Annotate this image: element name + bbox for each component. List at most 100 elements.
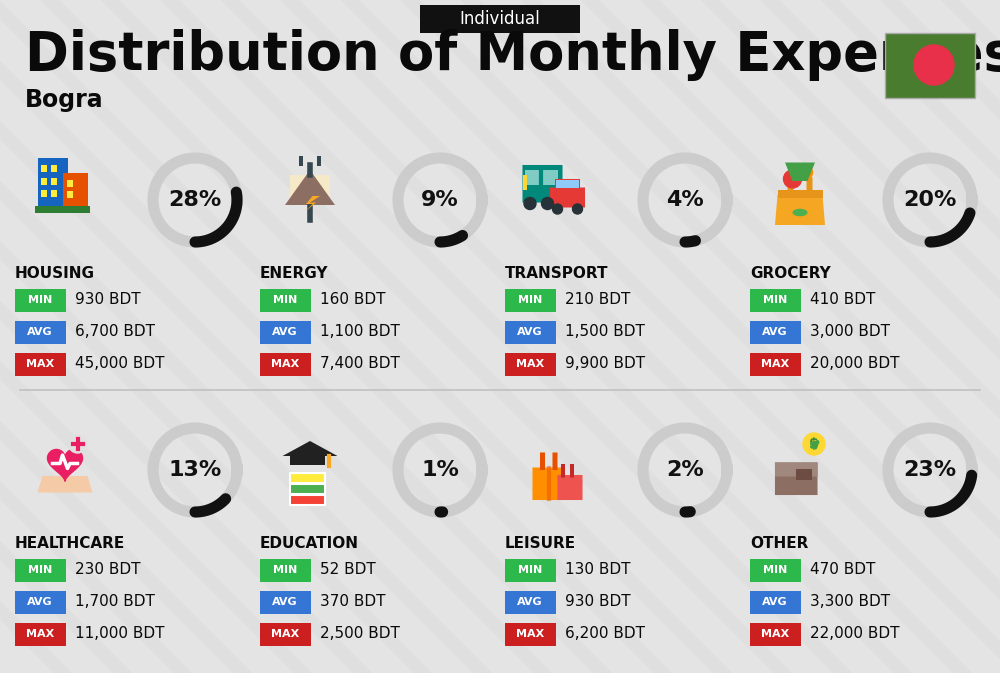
Polygon shape xyxy=(775,195,825,225)
Text: 45,000 BDT: 45,000 BDT xyxy=(75,357,164,371)
Circle shape xyxy=(542,197,554,209)
Circle shape xyxy=(572,204,582,214)
FancyBboxPatch shape xyxy=(806,178,813,195)
Text: AVG: AVG xyxy=(517,327,543,337)
Text: 130 BDT: 130 BDT xyxy=(565,563,631,577)
FancyBboxPatch shape xyxy=(885,32,975,98)
FancyBboxPatch shape xyxy=(14,353,66,376)
Polygon shape xyxy=(48,450,82,481)
Circle shape xyxy=(803,433,825,455)
Text: MIN: MIN xyxy=(518,565,542,575)
FancyBboxPatch shape xyxy=(290,495,325,505)
FancyBboxPatch shape xyxy=(750,320,800,343)
Text: 370 BDT: 370 BDT xyxy=(320,594,386,610)
Polygon shape xyxy=(38,476,92,493)
FancyBboxPatch shape xyxy=(522,165,563,203)
FancyBboxPatch shape xyxy=(51,178,57,184)
Text: AVG: AVG xyxy=(272,597,298,607)
FancyBboxPatch shape xyxy=(550,188,585,207)
Text: MAX: MAX xyxy=(26,629,54,639)
FancyBboxPatch shape xyxy=(552,452,558,470)
Text: 11,000 BDT: 11,000 BDT xyxy=(75,627,164,641)
Text: MIN: MIN xyxy=(28,295,52,305)
FancyBboxPatch shape xyxy=(525,170,558,185)
FancyBboxPatch shape xyxy=(750,559,800,581)
FancyBboxPatch shape xyxy=(260,289,310,312)
FancyBboxPatch shape xyxy=(775,462,818,476)
Polygon shape xyxy=(285,170,335,205)
FancyBboxPatch shape xyxy=(505,623,556,645)
Text: $: $ xyxy=(809,437,819,451)
Text: 13%: 13% xyxy=(168,460,222,480)
FancyBboxPatch shape xyxy=(14,320,66,343)
Text: EDUCATION: EDUCATION xyxy=(260,536,359,551)
FancyBboxPatch shape xyxy=(260,559,310,581)
FancyBboxPatch shape xyxy=(260,353,310,376)
Text: MIN: MIN xyxy=(273,295,297,305)
Text: 6,700 BDT: 6,700 BDT xyxy=(75,324,155,339)
FancyBboxPatch shape xyxy=(41,190,47,197)
FancyBboxPatch shape xyxy=(14,289,66,312)
FancyBboxPatch shape xyxy=(51,190,57,197)
Text: Individual: Individual xyxy=(460,10,540,28)
FancyBboxPatch shape xyxy=(505,559,556,581)
FancyBboxPatch shape xyxy=(522,175,526,190)
Polygon shape xyxy=(283,441,338,456)
FancyBboxPatch shape xyxy=(14,623,66,645)
FancyBboxPatch shape xyxy=(14,559,66,581)
Text: 9,900 BDT: 9,900 BDT xyxy=(565,357,645,371)
Text: 2%: 2% xyxy=(666,460,704,480)
Text: HOUSING: HOUSING xyxy=(15,266,95,281)
Text: 470 BDT: 470 BDT xyxy=(810,563,875,577)
FancyBboxPatch shape xyxy=(290,456,325,465)
FancyBboxPatch shape xyxy=(561,464,565,478)
Text: 6,200 BDT: 6,200 BDT xyxy=(565,627,645,641)
FancyBboxPatch shape xyxy=(14,590,66,614)
FancyBboxPatch shape xyxy=(299,156,303,166)
Text: AVG: AVG xyxy=(272,327,298,337)
Text: AVG: AVG xyxy=(27,327,53,337)
Text: GROCERY: GROCERY xyxy=(750,266,831,281)
FancyBboxPatch shape xyxy=(290,473,325,483)
FancyBboxPatch shape xyxy=(796,469,812,480)
Text: 930 BDT: 930 BDT xyxy=(565,594,631,610)
Text: 1,700 BDT: 1,700 BDT xyxy=(75,594,155,610)
FancyBboxPatch shape xyxy=(317,156,321,166)
Text: MIN: MIN xyxy=(518,295,542,305)
FancyBboxPatch shape xyxy=(557,475,583,500)
FancyBboxPatch shape xyxy=(556,180,579,188)
Circle shape xyxy=(798,165,812,180)
Text: MAX: MAX xyxy=(761,629,789,639)
Text: 1%: 1% xyxy=(421,460,459,480)
FancyBboxPatch shape xyxy=(555,179,580,190)
Circle shape xyxy=(68,435,87,453)
Text: TRANSPORT: TRANSPORT xyxy=(505,266,608,281)
FancyBboxPatch shape xyxy=(41,165,47,172)
FancyBboxPatch shape xyxy=(290,484,325,494)
Text: 160 BDT: 160 BDT xyxy=(320,293,386,308)
FancyBboxPatch shape xyxy=(66,180,72,187)
Text: MAX: MAX xyxy=(26,359,54,369)
Text: MIN: MIN xyxy=(273,565,297,575)
FancyBboxPatch shape xyxy=(775,462,818,495)
FancyBboxPatch shape xyxy=(260,590,310,614)
FancyBboxPatch shape xyxy=(532,468,565,500)
Text: MIN: MIN xyxy=(28,565,52,575)
Text: MAX: MAX xyxy=(761,359,789,369)
Text: MIN: MIN xyxy=(763,565,787,575)
Text: AVG: AVG xyxy=(762,327,788,337)
Text: MAX: MAX xyxy=(516,629,544,639)
Text: MAX: MAX xyxy=(516,359,544,369)
Polygon shape xyxy=(290,175,330,205)
FancyBboxPatch shape xyxy=(420,5,580,33)
Text: AVG: AVG xyxy=(517,597,543,607)
FancyBboxPatch shape xyxy=(41,178,47,184)
FancyBboxPatch shape xyxy=(505,289,556,312)
Text: 1,500 BDT: 1,500 BDT xyxy=(565,324,645,339)
Text: 22,000 BDT: 22,000 BDT xyxy=(810,627,900,641)
Text: 230 BDT: 230 BDT xyxy=(75,563,140,577)
FancyBboxPatch shape xyxy=(570,464,574,478)
FancyBboxPatch shape xyxy=(750,289,800,312)
Text: Distribution of Monthly Expenses: Distribution of Monthly Expenses xyxy=(25,29,1000,81)
Text: 52 BDT: 52 BDT xyxy=(320,563,376,577)
